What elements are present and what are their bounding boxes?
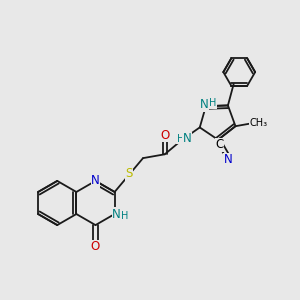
Text: N: N (112, 208, 121, 220)
Text: N: N (91, 174, 100, 188)
Text: O: O (161, 129, 170, 142)
Text: N: N (183, 132, 191, 145)
Text: O: O (91, 240, 100, 253)
Text: H: H (176, 134, 184, 144)
Text: N: N (200, 98, 209, 111)
Text: H: H (208, 98, 216, 108)
Text: S: S (125, 167, 133, 180)
Text: CH₃: CH₃ (249, 118, 267, 128)
Text: H: H (121, 211, 129, 221)
Text: N: N (224, 153, 233, 167)
Text: C: C (215, 139, 224, 152)
